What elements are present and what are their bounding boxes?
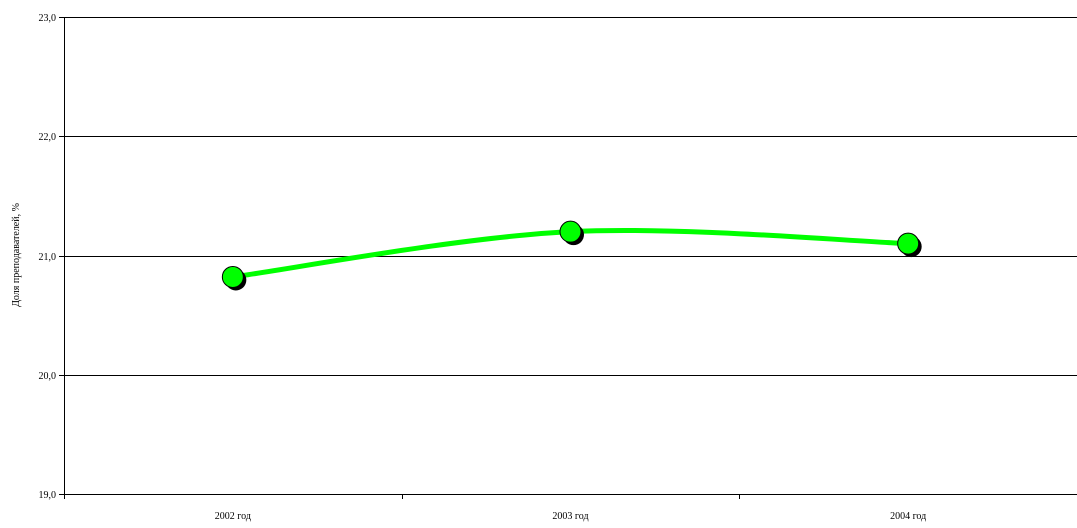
axes bbox=[59, 17, 1077, 499]
x-tick-label: 2004 год bbox=[890, 511, 926, 522]
y-tick-label: 19,0 bbox=[39, 490, 57, 501]
y-tick-label: 23,0 bbox=[39, 13, 57, 24]
data-point bbox=[221, 265, 244, 288]
x-tick-label: 2002 год bbox=[215, 511, 251, 522]
data-point bbox=[897, 232, 920, 255]
series bbox=[221, 220, 922, 291]
x-tick-label: 2003 год bbox=[552, 511, 588, 522]
y-tick-label: 21,0 bbox=[39, 252, 57, 263]
y-tick-label: 22,0 bbox=[39, 132, 57, 143]
y-tick-labels: 19,0 20,0 21,0 22,0 23,0 bbox=[39, 13, 57, 501]
gridlines bbox=[64, 17, 1077, 376]
y-tick-label: 20,0 bbox=[39, 371, 57, 382]
y-axis-label: Доля преподавателей, % bbox=[11, 203, 22, 307]
data-point bbox=[559, 220, 582, 243]
x-tick-labels: 2002 год 2003 год 2004 год bbox=[215, 511, 926, 522]
